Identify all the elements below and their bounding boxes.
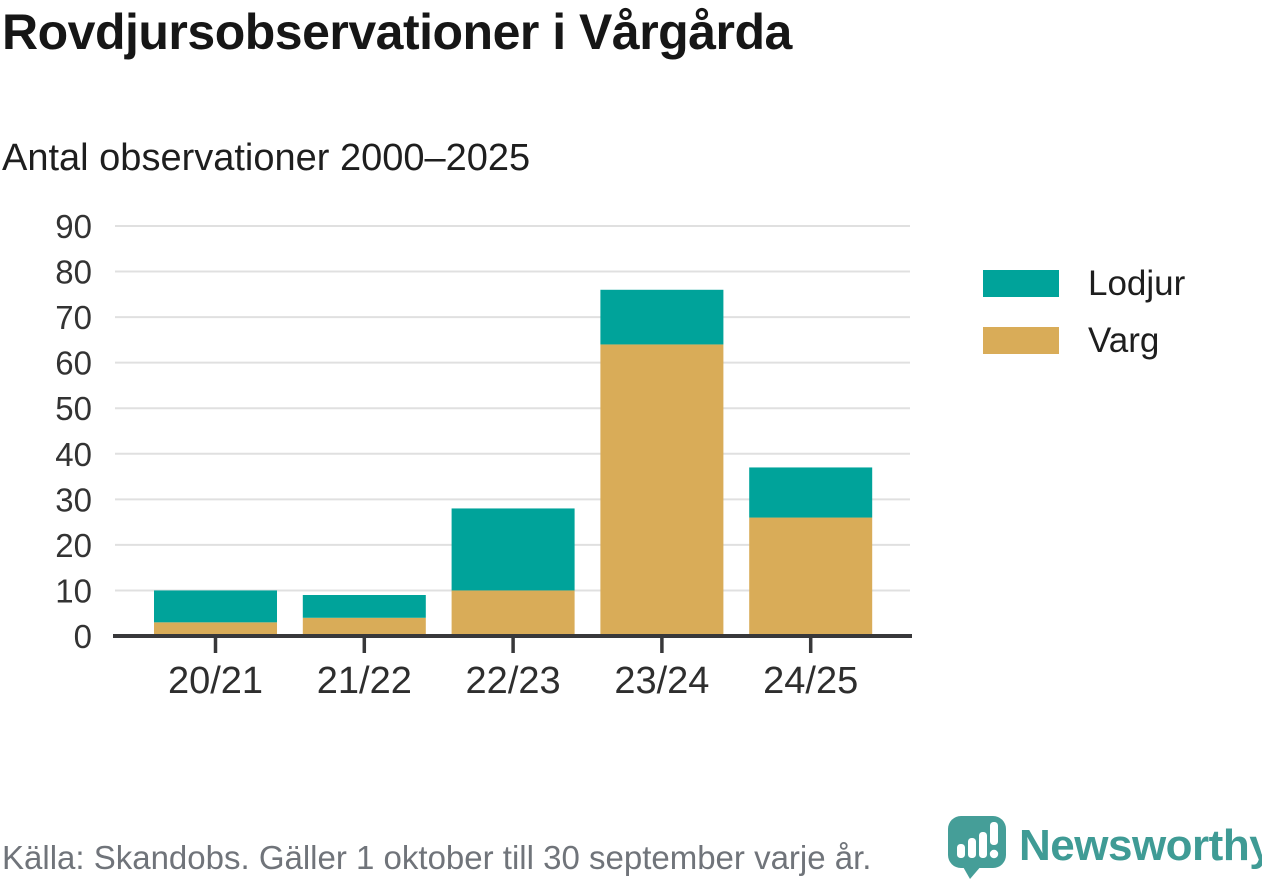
legend-swatch-lodjur bbox=[983, 269, 1059, 297]
source-note: Källa: Skandobs. Gäller 1 oktober till 3… bbox=[2, 839, 872, 876]
y-axis-tick-label: 20 bbox=[55, 527, 92, 564]
legend-label-lodjur: Lodjur bbox=[1088, 263, 1186, 303]
y-axis-tick-label: 70 bbox=[55, 299, 92, 336]
bar-segment-lodjur-23/24 bbox=[600, 289, 724, 345]
newsworthy-bubble-icon bbox=[948, 816, 1006, 879]
y-axis-tick-label: 90 bbox=[55, 208, 92, 245]
y-axis-tick-label: 50 bbox=[55, 390, 92, 427]
y-axis-tick-label: 10 bbox=[55, 572, 92, 609]
bar-segment-lodjur-20/21 bbox=[154, 590, 277, 623]
x-axis-tick-label: 23/24 bbox=[614, 660, 709, 702]
x-axis-tick-label: 22/23 bbox=[466, 660, 561, 702]
newsworthy-wordmark: Newsworthy bbox=[1019, 821, 1262, 870]
legend-swatch-varg bbox=[983, 326, 1059, 354]
x-axis-tick-label: 21/22 bbox=[317, 660, 412, 702]
y-axis-tick-label: 60 bbox=[55, 345, 92, 382]
page-title: Rovdjursobservationer i Vårgårda bbox=[2, 4, 792, 60]
newsworthy-logo[interactable]: Newsworthy bbox=[945, 815, 1262, 879]
x-axis-tick-label: 24/25 bbox=[763, 660, 858, 702]
bar-segment-varg-21/22 bbox=[302, 617, 426, 636]
legend-item-lodjur: Lodjur bbox=[983, 266, 1185, 301]
bar-segment-varg-20/21 bbox=[154, 622, 277, 636]
chart-subtitle: Antal observationer 2000–2025 bbox=[2, 137, 531, 179]
y-axis-tick-label: 80 bbox=[55, 254, 92, 291]
y-axis-tick-label: 30 bbox=[55, 481, 92, 518]
bar-segment-varg-23/24 bbox=[600, 344, 724, 636]
legend-item-varg: Varg bbox=[983, 323, 1185, 358]
y-axis-tick-label: 0 bbox=[74, 618, 92, 655]
legend: Lodjur Varg bbox=[983, 266, 1185, 383]
x-axis-tick-label: 20/21 bbox=[168, 660, 263, 702]
bar-segment-varg-24/25 bbox=[749, 517, 873, 636]
bar-segment-lodjur-24/25 bbox=[749, 467, 873, 518]
stacked-bar-chart: 0 10 20 30 40 50 60 70 80 90 20/21 21/22 22/23 23/24 2… bbox=[55, 208, 912, 702]
y-axis-tick-label: 40 bbox=[55, 436, 92, 473]
bar-segment-lodjur-22/23 bbox=[451, 508, 575, 591]
bar-segment-varg-22/23 bbox=[451, 590, 575, 636]
bar-segment-lodjur-21/22 bbox=[302, 595, 426, 618]
legend-label-varg: Varg bbox=[1088, 320, 1160, 360]
